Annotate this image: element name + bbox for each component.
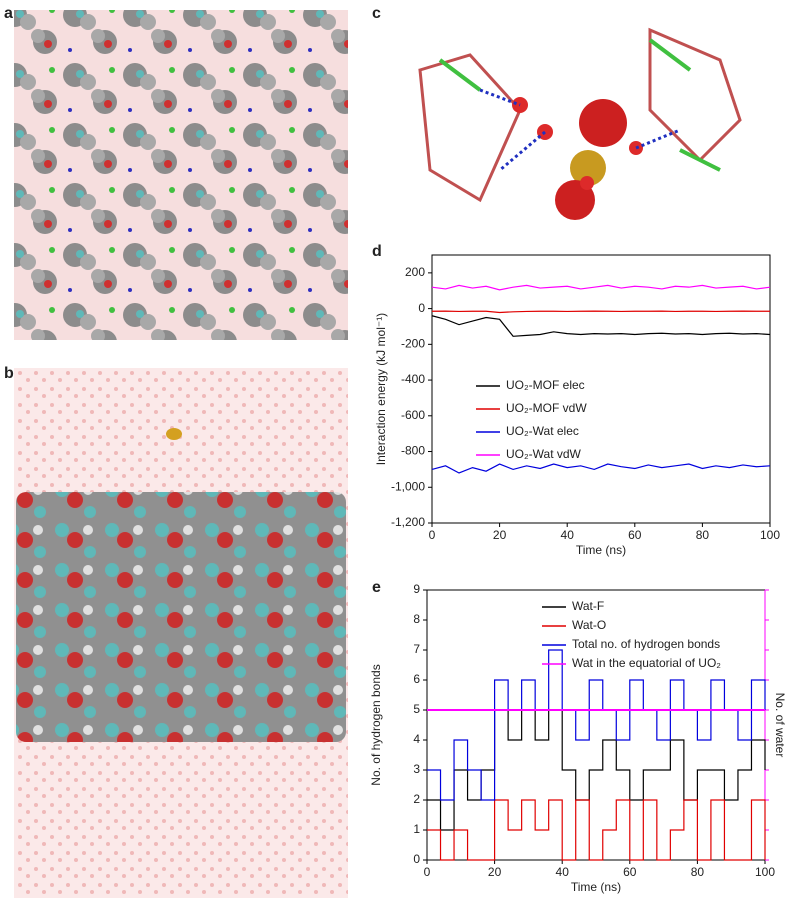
- x-tick-label: 40: [561, 528, 575, 542]
- x-axis-label: Time (ns): [576, 543, 626, 557]
- series-line: [431, 284, 771, 291]
- legend-label: Wat in the equatorial of UO₂: [572, 656, 721, 670]
- legend-label: Wat-F: [572, 599, 604, 613]
- y-tick-label: 3: [413, 762, 420, 776]
- x-tick-label: 20: [493, 528, 507, 542]
- y-tick-label: -200: [401, 337, 425, 351]
- series-line: [431, 310, 770, 314]
- y-tick-label: 8: [413, 612, 420, 626]
- legend-label: UO₂-Wat vdW: [506, 447, 582, 461]
- x-axis-label: Time (ns): [571, 880, 621, 894]
- legend-label: Total no. of hydrogen bonds: [572, 637, 720, 651]
- x-tick-label: 80: [696, 528, 710, 542]
- series-line: [431, 463, 771, 474]
- x-tick-label: 60: [623, 865, 637, 879]
- y-axis-label: No. of hydrogen bonds: [369, 664, 383, 785]
- x-tick-label: 40: [556, 865, 570, 879]
- panel-label: b: [4, 365, 14, 382]
- y-tick-label: 0: [413, 852, 420, 866]
- plot-frame: [431, 254, 771, 524]
- x-tick-label: 80: [691, 865, 705, 879]
- panel-label: d: [372, 243, 382, 260]
- y-tick-label: -400: [401, 372, 425, 386]
- y-tick-label: 4: [413, 732, 420, 746]
- panel-label: a: [4, 5, 13, 22]
- y-tick-label: 9: [413, 582, 420, 596]
- panel-a-image: [14, 10, 348, 340]
- y2-axis-label: No. of water: [773, 693, 786, 758]
- y-tick-label: -800: [401, 444, 425, 458]
- x-tick-label: 100: [755, 865, 775, 879]
- panel-c-image: [418, 27, 742, 220]
- series-line: [427, 649, 766, 801]
- y-tick-label: 200: [405, 265, 425, 279]
- y-tick-label: 2: [413, 792, 420, 806]
- y-tick-label: 7: [413, 642, 420, 656]
- y-tick-label: 5: [413, 702, 420, 716]
- y-tick-label: -600: [401, 408, 425, 422]
- x-tick-label: 100: [760, 528, 780, 542]
- panel-b-framework: [16, 492, 346, 742]
- panel-label: c: [372, 5, 381, 22]
- series-line: [431, 315, 771, 337]
- y-tick-label: 6: [413, 672, 420, 686]
- y-tick-label: -1,000: [391, 479, 425, 493]
- legend-label: UO₂-MOF elec: [506, 378, 585, 392]
- x-tick-label: 20: [488, 865, 502, 879]
- x-tick-label: 60: [628, 528, 642, 542]
- y-tick-label: 0: [418, 301, 425, 315]
- y-axis-label: Interaction energy (kJ mol⁻¹): [374, 313, 388, 465]
- x-tick-label: 0: [424, 865, 431, 879]
- series-line: [427, 799, 766, 861]
- x-tick-label: 0: [429, 528, 436, 542]
- panel-b-uranyl: [166, 428, 182, 440]
- y-tick-label: 1: [413, 822, 420, 836]
- y-tick-label: -1,200: [391, 515, 425, 529]
- legend-label: Wat-O: [572, 618, 606, 632]
- panel-label: e: [372, 579, 381, 596]
- legend-label: UO₂-Wat elec: [506, 424, 579, 438]
- legend-label: UO₂-MOF vdW: [506, 401, 587, 415]
